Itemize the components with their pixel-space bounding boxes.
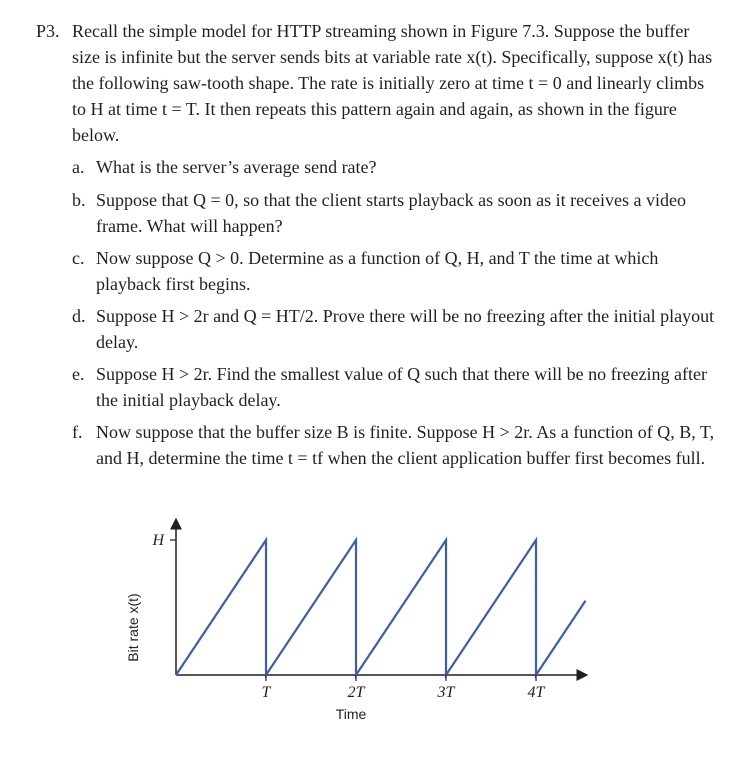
- subpart-text: Suppose H > 2r and Q = HT/2. Prove there…: [96, 303, 719, 355]
- subpart-text: Now suppose Q > 0. Determine as a functi…: [96, 245, 719, 297]
- y-axis-label: Bit rate x(t): [125, 593, 141, 661]
- subpart-text: What is the server’s average send rate?: [96, 154, 719, 180]
- x-tick-label: T: [262, 684, 272, 701]
- x-tick-label: 2T: [348, 684, 366, 701]
- subpart-b: b. Suppose that Q = 0, so that the clien…: [72, 187, 719, 239]
- x-axis-label: Time: [336, 706, 367, 722]
- subpart-text: Now suppose that the buffer size B is fi…: [96, 419, 719, 471]
- page: P3. Recall the simple model for HTTP str…: [0, 0, 755, 754]
- x-tick-label: 4T: [528, 684, 546, 701]
- subpart-label: b.: [72, 187, 96, 239]
- problem-block: P3. Recall the simple model for HTTP str…: [36, 18, 719, 730]
- subpart-f: f. Now suppose that the buffer size B is…: [72, 419, 719, 471]
- subpart-label: a.: [72, 154, 96, 180]
- x-tick-label: 3T: [437, 684, 456, 701]
- problem-intro-text: Recall the simple model for HTTP streami…: [72, 18, 719, 148]
- subpart-label: f.: [72, 419, 96, 471]
- y-tick-label: H: [151, 532, 165, 549]
- subpart-label: c.: [72, 245, 96, 297]
- sawtooth-chart: T 2T 3T 4T H Time Bit rate x(t): [116, 500, 616, 730]
- sawtooth-line: [176, 540, 586, 675]
- subpart-c: c. Now suppose Q > 0. Determine as a fun…: [72, 245, 719, 297]
- subparts: a. What is the server’s average send rat…: [36, 154, 719, 471]
- subpart-d: d. Suppose H > 2r and Q = HT/2. Prove th…: [72, 303, 719, 355]
- subpart-a: a. What is the server’s average send rat…: [72, 154, 719, 180]
- subpart-text: Suppose that Q = 0, so that the client s…: [96, 187, 719, 239]
- subpart-e: e. Suppose H > 2r. Find the smallest val…: [72, 361, 719, 413]
- figure-container: T 2T 3T 4T H Time Bit rate x(t): [36, 500, 719, 730]
- subpart-text: Suppose H > 2r. Find the smallest value …: [96, 361, 719, 413]
- problem-intro-row: P3. Recall the simple model for HTTP str…: [36, 18, 719, 148]
- subpart-label: d.: [72, 303, 96, 355]
- subpart-label: e.: [72, 361, 96, 413]
- problem-number: P3.: [36, 18, 72, 148]
